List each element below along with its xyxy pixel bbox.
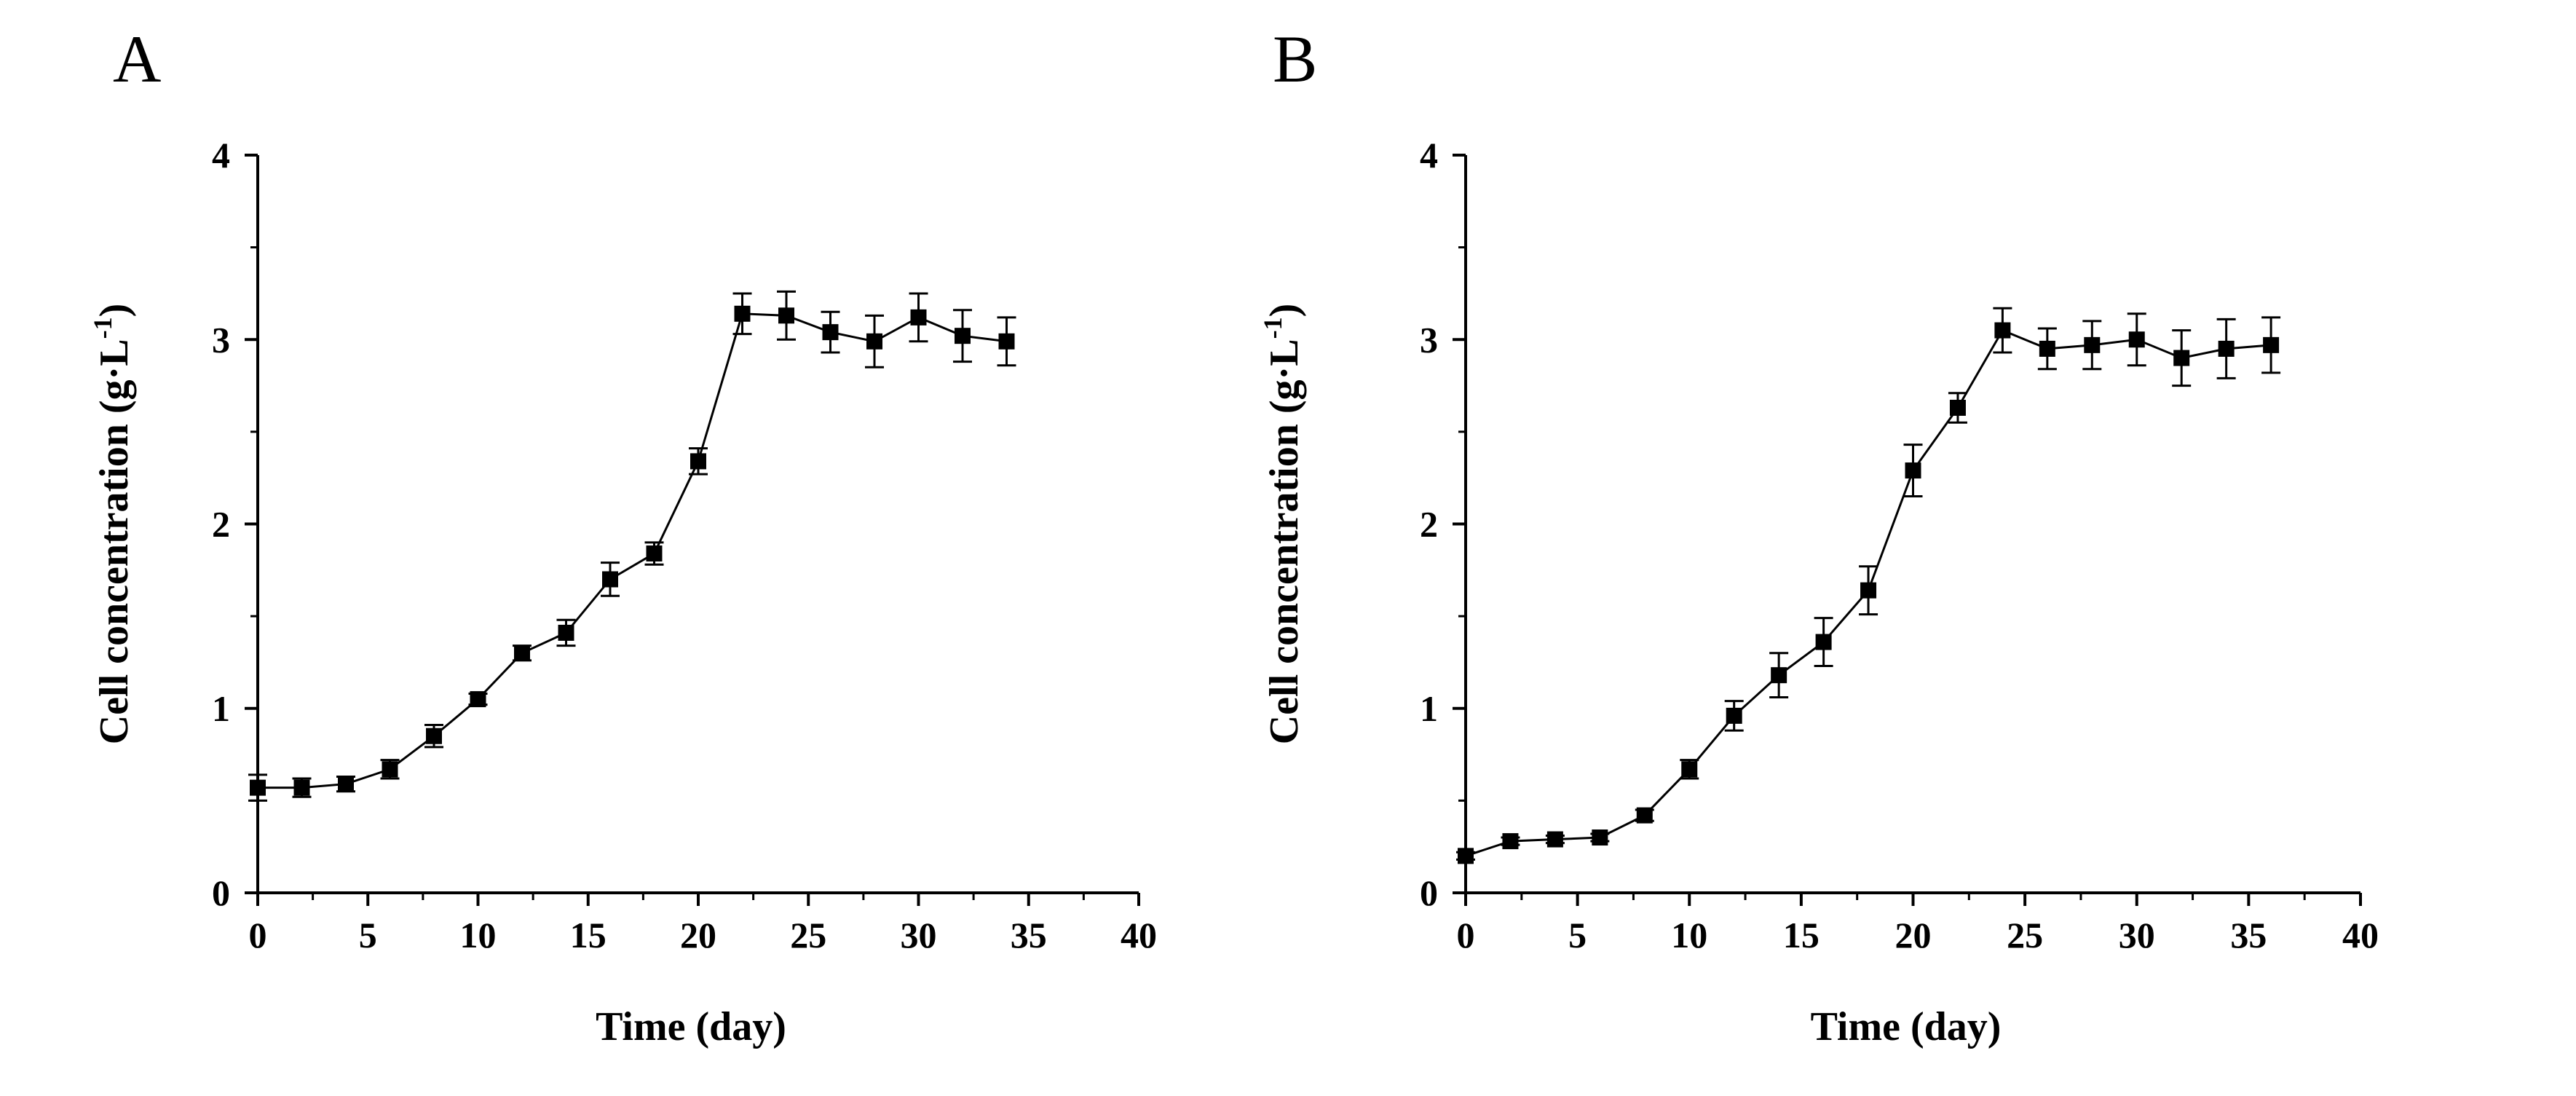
data-point-marker — [1771, 667, 1787, 684]
data-point-marker — [866, 333, 882, 350]
y-tick-label: 0 — [1420, 872, 1438, 913]
data-point-marker — [1636, 807, 1653, 824]
plot-area-b: 0 5 10 15 20 25 30 35 40 0 1 2 3 4 Time (day) Cell conc… — [1258, 135, 2379, 1049]
data-point-marker — [338, 776, 354, 792]
y-axis-title: Cell concentration (g·L-1) — [88, 304, 137, 744]
y-tick-label: 3 — [212, 319, 230, 360]
x-tick-label: 35 — [2230, 915, 2267, 955]
x-tick-label: 20 — [680, 915, 716, 955]
y-axis-title-main: Cell concentration (g·L — [92, 339, 137, 744]
data-point-marker — [822, 324, 839, 341]
x-axis-title: Time (day) — [1811, 1004, 2002, 1049]
y-tick-label: 1 — [1420, 688, 1438, 729]
y-axis-title: Cell concentration (g·L-1) — [1258, 304, 1307, 744]
y-tick-label: 4 — [212, 135, 230, 176]
data-point-marker — [1681, 761, 1698, 778]
data-point-marker — [1502, 833, 1519, 850]
data-point-marker — [778, 307, 794, 324]
data-point-marker — [2084, 336, 2101, 353]
data-point-marker — [470, 691, 486, 708]
x-tick-label: 10 — [460, 915, 497, 955]
y-axis-title-main: Cell concentration (g·L — [1262, 339, 1307, 744]
data-point-marker — [250, 779, 266, 796]
data-point-marker — [2173, 350, 2190, 366]
data-point-marker — [514, 644, 530, 661]
x-tick-label: 5 — [359, 915, 377, 955]
panel-b: B 0 5 10 15 20 25 30 35 40 0 1 2 3 4 Time (day) Cell co… — [1258, 22, 2379, 1049]
series-line — [258, 312, 1007, 789]
y-tick-label: 3 — [1420, 319, 1438, 360]
data-point-marker — [1458, 848, 1474, 864]
y-tick-label: 1 — [212, 688, 230, 729]
y-tick-label: 4 — [1420, 135, 1438, 176]
data-point-marker — [2128, 331, 2145, 348]
panel-a: A 0 5 10 15 20 25 30 35 40 0 1 2 3 4 Time (day) Cell co… — [88, 22, 1157, 1049]
y-axis-title-sup: -1 — [88, 317, 117, 339]
data-point-marker — [1905, 462, 1921, 479]
x-tick-label: 30 — [2119, 915, 2155, 955]
panel-letter-b: B — [1273, 22, 1317, 96]
data-point-marker — [426, 728, 442, 744]
data-point-marker — [602, 571, 618, 588]
data-point-marker — [646, 545, 663, 562]
x-tick-label: 25 — [2007, 915, 2043, 955]
x-tick-label: 15 — [1783, 915, 1820, 955]
data-point-marker — [998, 333, 1015, 350]
data-point-marker — [690, 453, 706, 470]
data-point-marker — [1592, 829, 1608, 846]
panel-letter-a: A — [113, 22, 161, 96]
y-tick-label: 2 — [1420, 504, 1438, 545]
data-point-marker — [1860, 582, 1877, 599]
x-tick-label: 0 — [1457, 915, 1475, 955]
data-point-marker — [1994, 322, 2011, 339]
x-tick-label: 40 — [2342, 915, 2379, 955]
data-point-marker — [734, 305, 751, 322]
data-point-marker — [1949, 399, 1966, 416]
data-point-marker — [558, 624, 574, 641]
data-point-marker — [1546, 831, 1563, 848]
x-tick-label: 10 — [1671, 915, 1707, 955]
data-point-marker — [2218, 340, 2235, 357]
data-point-marker — [1726, 707, 1742, 724]
x-tick-label: 35 — [1011, 915, 1047, 955]
y-tick-label: 2 — [212, 504, 230, 545]
x-tick-label: 30 — [901, 915, 937, 955]
y-axis-title-close: ) — [92, 304, 137, 318]
plot-area-a: 0 5 10 15 20 25 30 35 40 0 1 2 3 4 Time (day) Cell conc… — [88, 135, 1157, 1049]
x-tick-label: 20 — [1895, 915, 1932, 955]
y-axis-title-close: ) — [1262, 304, 1307, 318]
data-point-marker — [2039, 340, 2055, 357]
x-tick-label: 0 — [249, 915, 267, 955]
data-point-marker — [293, 779, 310, 796]
x-tick-label: 15 — [570, 915, 607, 955]
data-point-marker — [955, 328, 971, 344]
x-tick-label: 5 — [1568, 915, 1587, 955]
x-tick-label: 40 — [1121, 915, 1157, 955]
y-axis-title-sup: -1 — [1258, 317, 1287, 339]
data-point-marker — [910, 309, 927, 326]
data-point-marker — [2263, 336, 2280, 353]
x-axis-title: Time (day) — [596, 1004, 786, 1049]
x-tick-label: 25 — [790, 915, 826, 955]
data-point-marker — [1815, 634, 1832, 650]
data-point-marker — [382, 761, 398, 778]
y-tick-label: 0 — [212, 872, 230, 913]
